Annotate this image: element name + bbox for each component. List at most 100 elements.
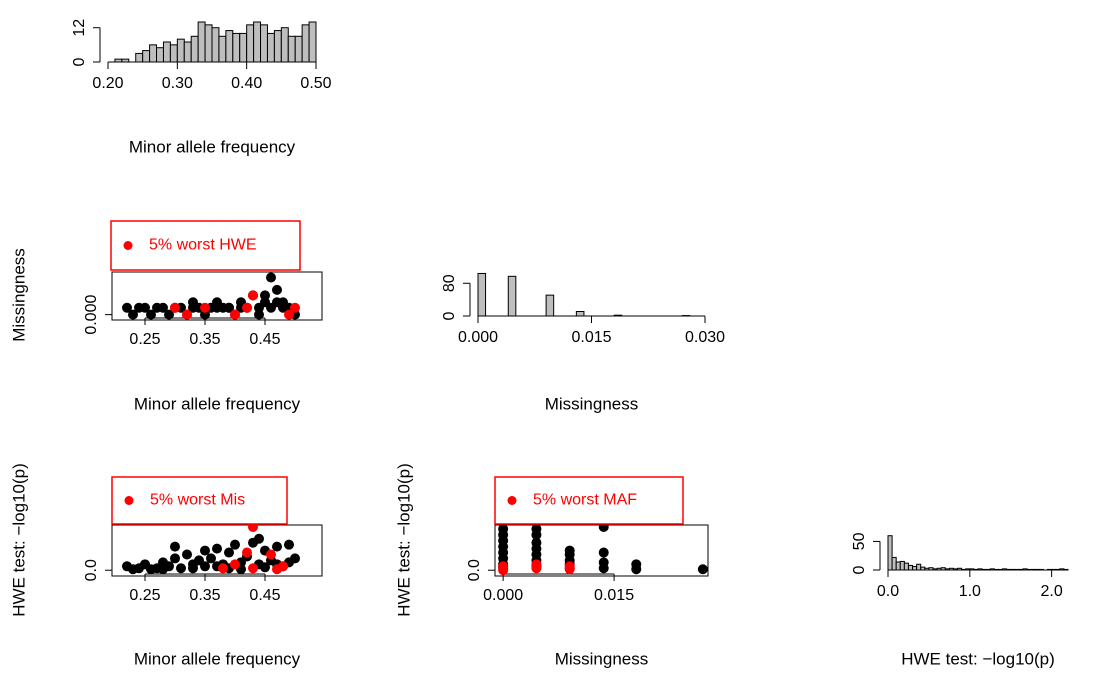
histogram-bar: [266, 32, 275, 63]
histogram-bar: [142, 50, 151, 63]
y-tick-label: 50: [851, 532, 868, 550]
histogram-bar: [932, 568, 938, 571]
histogram-bar: [225, 30, 234, 63]
histogram-bar: [294, 35, 303, 63]
histogram-bar: [1026, 568, 1032, 571]
y-tick-label: 0.000: [83, 295, 100, 335]
y-tick-label: 80: [441, 274, 458, 292]
point: [206, 553, 216, 564]
histogram-bar: [477, 272, 487, 317]
histogram-bar: [928, 567, 934, 571]
point: [224, 302, 234, 313]
histogram-bar: [981, 568, 987, 571]
point: [697, 564, 708, 575]
histogram-bar: [1055, 568, 1061, 571]
histogram-bar: [1018, 568, 1024, 571]
point: [200, 309, 210, 320]
histogram-bar: [239, 32, 248, 63]
histogram-bar: [957, 567, 963, 571]
point: [146, 309, 156, 320]
x-axis-label: Missingness: [555, 649, 649, 668]
point: [224, 547, 234, 558]
x-tick-label: 0.000: [458, 329, 498, 346]
point: [158, 564, 168, 575]
point: [266, 272, 276, 283]
histogram-bar: [903, 562, 909, 571]
x-tick-label: 0.45: [249, 331, 280, 348]
point: [188, 563, 198, 574]
histogram-bar: [989, 568, 995, 571]
legend-marker: [123, 241, 133, 250]
x-tick-label: 0.0: [877, 583, 899, 600]
x-tick-label: 0.20: [92, 75, 123, 92]
x-tick-label: 1.0: [959, 583, 981, 600]
point: [266, 549, 276, 560]
histogram-bar: [1002, 568, 1008, 571]
y-tick-label: 0: [441, 311, 458, 320]
point: [631, 559, 642, 570]
histogram-bar: [952, 568, 959, 571]
histogram-bar: [916, 563, 922, 571]
point: [248, 290, 258, 301]
point: [170, 541, 180, 552]
point: [122, 302, 132, 313]
plot-box: [111, 524, 323, 577]
y-axis-label: HWE test: −log10(p): [9, 463, 28, 617]
histogram-bar: [1022, 568, 1028, 571]
x-tick-label: 0.40: [231, 75, 262, 92]
x-axis-label: HWE test: −log10(p): [901, 649, 1055, 668]
point: [498, 523, 509, 534]
x-tick-label: 0.25: [129, 331, 160, 348]
legend-box: [111, 476, 288, 525]
point: [564, 561, 575, 572]
point: [242, 302, 252, 313]
y-tick-label: 0: [851, 565, 868, 574]
histogram-bar: [211, 27, 220, 63]
point: [278, 302, 288, 313]
histogram-bar: [1038, 568, 1044, 571]
histogram-bar: [924, 567, 930, 571]
point: [200, 302, 210, 313]
x-tick-label: 2.0: [1041, 583, 1063, 600]
histogram-bar: [183, 41, 192, 63]
histogram-bar: [287, 35, 296, 63]
histogram-bar: [232, 32, 241, 63]
point: [260, 562, 270, 573]
histogram-bar: [204, 24, 213, 63]
point: [212, 302, 222, 313]
point: [176, 563, 186, 574]
point: [531, 559, 542, 570]
histogram-bar: [135, 52, 144, 63]
histogram-bar: [1051, 568, 1057, 571]
y-tick-label: 0.0: [83, 559, 100, 581]
point: [278, 561, 288, 572]
x-axis-label: Minor allele frequency: [134, 649, 301, 668]
x-tick-label: 0.25: [129, 587, 160, 604]
point: [170, 302, 180, 313]
histogram-bar: [895, 561, 901, 571]
histogram-bar: [246, 24, 255, 63]
histogram-bar: [887, 535, 893, 571]
histogram-bar: [899, 560, 905, 571]
histogram-bar: [907, 564, 914, 571]
x-axis-label: Minor allele frequency: [134, 394, 301, 413]
point: [284, 309, 294, 320]
point: [212, 543, 222, 554]
histogram-bar: [965, 568, 971, 571]
histogram-bar: [121, 58, 130, 63]
point: [182, 549, 192, 560]
histogram-bar: [1030, 568, 1036, 571]
y-tick-label: 0: [71, 57, 88, 66]
histogram-bar: [961, 568, 967, 571]
legend-label: 5% worst HWE: [149, 237, 257, 254]
histogram-bar: [149, 44, 158, 63]
histogram-bar: [997, 568, 1004, 571]
point: [182, 309, 192, 320]
point: [272, 541, 282, 552]
x-tick-label: 0.30: [162, 75, 193, 92]
histogram-bar: [985, 568, 991, 571]
histogram-bar: [190, 35, 199, 63]
point: [230, 539, 240, 550]
x-tick-label: 0.015: [594, 587, 634, 604]
